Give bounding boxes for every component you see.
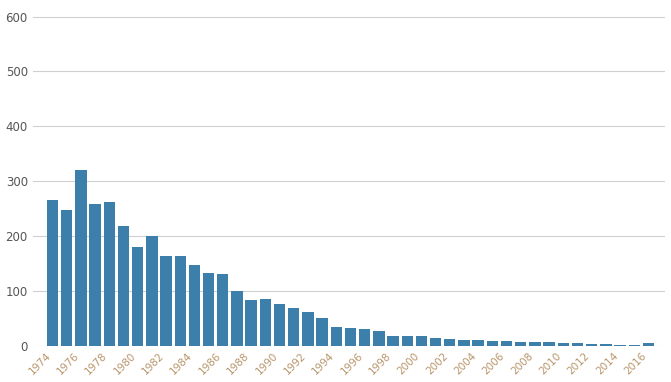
Bar [317,318,327,346]
Bar [89,204,101,346]
Bar [203,273,214,346]
Bar [217,274,228,346]
Bar [246,300,257,346]
Bar [103,202,115,346]
Bar [373,331,384,346]
Bar [345,328,356,346]
Bar [401,337,413,346]
Bar [444,339,456,346]
Bar [189,265,200,346]
Bar [586,343,597,346]
Bar [75,170,87,346]
Bar [359,329,370,346]
Bar [160,256,172,346]
Bar [61,210,72,346]
Bar [146,236,158,346]
Bar [472,340,484,346]
Bar [458,340,470,346]
Bar [174,256,186,346]
Bar [486,341,498,346]
Bar [231,291,243,346]
Bar [260,299,271,346]
Bar [558,343,569,346]
Bar [288,308,299,346]
Bar [600,343,611,346]
Bar [515,342,527,346]
Bar [629,345,640,346]
Bar [643,343,654,346]
Bar [302,312,313,346]
Bar [416,336,427,346]
Bar [529,342,541,346]
Bar [118,226,129,346]
Bar [387,337,399,346]
Bar [19,203,30,346]
Bar [501,342,512,346]
Bar [47,200,58,346]
Bar [544,342,555,346]
Bar [615,345,626,346]
Bar [430,338,442,346]
Bar [572,343,583,346]
Bar [132,247,144,346]
Bar [331,327,342,346]
Bar [274,304,285,346]
